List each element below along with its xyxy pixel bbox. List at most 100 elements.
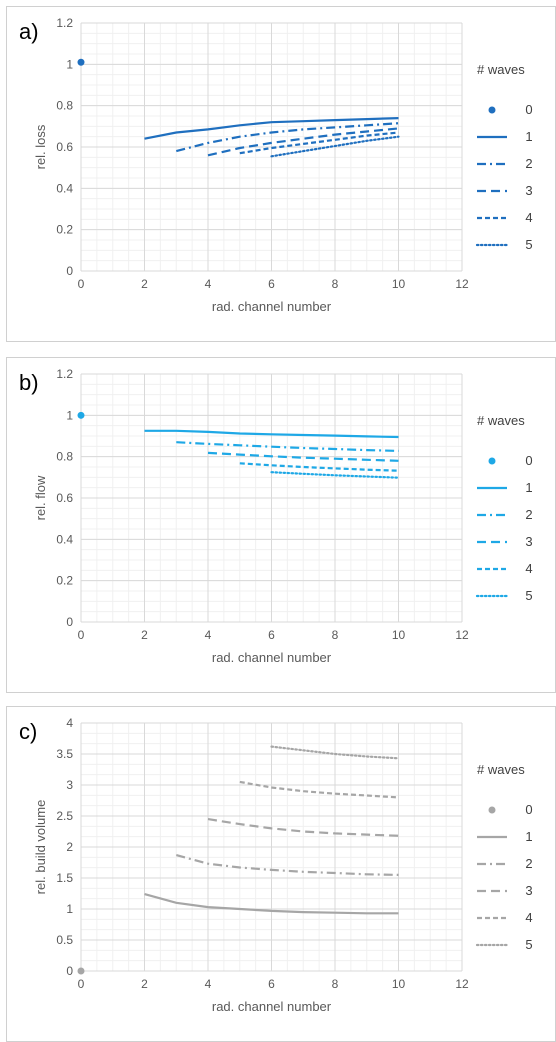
x-tick-label: 6 bbox=[268, 277, 275, 291]
series-line-1 bbox=[144, 117, 399, 140]
y-tick-label: 1.2 bbox=[56, 16, 73, 30]
series-line-3 bbox=[207, 451, 399, 462]
y-tick-label: 3.5 bbox=[56, 747, 73, 761]
legend-label-0: 0 bbox=[525, 453, 532, 468]
y-tick-label: 0.6 bbox=[56, 491, 73, 505]
series-line-1 bbox=[144, 893, 399, 915]
chart-panel-c: 0 2 4 6 8 10 12 0 0.5 1 1.5 2 2.5 3 3.5 4 rad. channel n… bbox=[6, 706, 556, 1042]
series-line-4 bbox=[239, 131, 399, 155]
x-axis-title: rad. channel number bbox=[212, 650, 332, 665]
y-tick-label: 0.4 bbox=[56, 181, 73, 195]
x-tick-label: 4 bbox=[205, 977, 212, 991]
y-tick-label: 1 bbox=[66, 902, 73, 916]
y-axis-title: rel. loss bbox=[33, 124, 48, 169]
legend-label-0: 0 bbox=[525, 102, 532, 117]
x-tick-label: 8 bbox=[332, 628, 339, 642]
y-tick-label: 0.5 bbox=[56, 933, 73, 947]
legend-marker-0 bbox=[488, 806, 496, 814]
x-tick-label: 8 bbox=[332, 977, 339, 991]
legend-label-2: 2 bbox=[525, 156, 532, 171]
legend-label-4: 4 bbox=[525, 210, 532, 225]
y-tick-label: 0.8 bbox=[56, 99, 73, 113]
legend-label-5: 5 bbox=[525, 237, 532, 252]
panel-label: a) bbox=[19, 19, 39, 44]
y-tick-label: 1 bbox=[66, 57, 73, 71]
x-tick-label: 10 bbox=[392, 977, 406, 991]
x-tick-label: 12 bbox=[455, 977, 469, 991]
series-line-4 bbox=[239, 462, 399, 472]
legend-label-3: 3 bbox=[525, 534, 532, 549]
y-tick-label: 1.2 bbox=[56, 367, 73, 381]
legend-label-4: 4 bbox=[525, 561, 532, 576]
legend-marker-0 bbox=[488, 457, 496, 465]
legend-label-0: 0 bbox=[525, 802, 532, 817]
series-line-2 bbox=[176, 441, 399, 452]
legend-label-4: 4 bbox=[525, 910, 532, 925]
x-tick-label: 2 bbox=[141, 977, 148, 991]
legend-label-3: 3 bbox=[525, 183, 532, 198]
series-line-1 bbox=[144, 429, 399, 439]
legend-label-3: 3 bbox=[525, 883, 532, 898]
x-tick-label: 4 bbox=[205, 277, 212, 291]
series-line-2 bbox=[176, 854, 399, 876]
y-axis-title: rel. flow bbox=[33, 475, 48, 520]
y-tick-label: 0.2 bbox=[56, 223, 73, 237]
x-tick-label: 10 bbox=[392, 277, 406, 291]
legend-label-2: 2 bbox=[525, 856, 532, 871]
y-tick-label: 0 bbox=[66, 964, 73, 978]
series-line-5 bbox=[270, 745, 400, 760]
x-tick-label: 6 bbox=[268, 977, 275, 991]
chart-panel-a: 0 2 4 6 8 10 12 0 0.2 0.4 0.6 0.8 1 1.2 rad. channel n… bbox=[6, 6, 556, 342]
y-tick-label: 4 bbox=[66, 716, 73, 730]
series-line-3 bbox=[207, 127, 399, 157]
legend-title: # waves bbox=[477, 62, 525, 77]
legend-marker-0 bbox=[488, 106, 496, 114]
x-tick-label: 8 bbox=[332, 277, 339, 291]
series-line-5 bbox=[270, 471, 400, 479]
y-tick-label: 1 bbox=[66, 408, 73, 422]
y-tick-label: 0 bbox=[66, 264, 73, 278]
y-tick-label: 0 bbox=[66, 615, 73, 629]
panel-label: c) bbox=[19, 719, 37, 744]
y-tick-label: 1.5 bbox=[56, 871, 73, 885]
chart-panel-b: 0 2 4 6 8 10 12 0 0.2 0.4 0.6 0.8 1 1.2 rad. channel n… bbox=[6, 357, 556, 693]
x-tick-label: 0 bbox=[78, 977, 85, 991]
series-line-4 bbox=[239, 780, 399, 799]
x-tick-label: 12 bbox=[455, 277, 469, 291]
y-axis-title: rel. build volume bbox=[33, 800, 48, 895]
series-line-2 bbox=[176, 122, 399, 153]
x-tick-label: 12 bbox=[455, 628, 469, 642]
series-line-3 bbox=[207, 818, 399, 837]
y-tick-label: 0.4 bbox=[56, 532, 73, 546]
legend-label-5: 5 bbox=[525, 588, 532, 603]
data-point-series-0 bbox=[77, 967, 85, 975]
y-tick-label: 2 bbox=[66, 840, 73, 854]
legend-title: # waves bbox=[477, 413, 525, 428]
x-tick-label: 2 bbox=[141, 277, 148, 291]
y-tick-label: 0.8 bbox=[56, 450, 73, 464]
panel-label: b) bbox=[19, 370, 39, 395]
x-tick-label: 0 bbox=[78, 277, 85, 291]
legend-title: # waves bbox=[477, 762, 525, 777]
x-tick-label: 2 bbox=[141, 628, 148, 642]
y-tick-label: 0.6 bbox=[56, 140, 73, 154]
legend-label-2: 2 bbox=[525, 507, 532, 522]
x-axis-title: rad. channel number bbox=[212, 999, 332, 1014]
y-tick-label: 2.5 bbox=[56, 809, 73, 823]
y-tick-label: 3 bbox=[66, 778, 73, 792]
x-axis-title: rad. channel number bbox=[212, 299, 332, 314]
legend-label-1: 1 bbox=[525, 129, 532, 144]
data-point-series-0 bbox=[77, 411, 85, 419]
x-tick-label: 6 bbox=[268, 628, 275, 642]
legend-label-1: 1 bbox=[525, 480, 532, 495]
x-tick-label: 0 bbox=[78, 628, 85, 642]
legend-label-5: 5 bbox=[525, 937, 532, 952]
data-point-series-0 bbox=[77, 58, 85, 66]
x-tick-label: 10 bbox=[392, 628, 406, 642]
x-tick-label: 4 bbox=[205, 628, 212, 642]
series-line-5 bbox=[270, 135, 400, 158]
y-tick-label: 0.2 bbox=[56, 574, 73, 588]
legend-label-1: 1 bbox=[525, 829, 532, 844]
